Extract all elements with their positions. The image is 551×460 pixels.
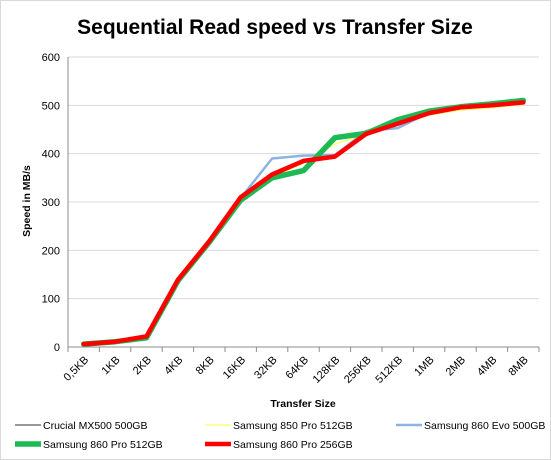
y-tick-label: 600	[42, 52, 60, 64]
series-line-3	[82, 101, 525, 345]
legend-label: Samsung 860 Pro 512GB	[43, 439, 163, 451]
y-tick-label: 0	[54, 342, 60, 354]
y-tick-label: 300	[42, 197, 60, 209]
gridlines	[68, 56, 539, 300]
chart-title: Sequential Read speed vs Transfer Size	[77, 16, 473, 39]
x-tick-label: 64KB	[284, 354, 312, 382]
x-tick-labels: 0,5KB 1KB 2KB 4KB 8KB 16KB 32KB 64KB 128KB 256KB 5…	[62, 354, 531, 386]
y-tick-labels: 0 100 200 300 400 500 600	[42, 52, 60, 354]
x-tick-label: 512KB	[373, 354, 405, 386]
x-tick-label: 32KB	[252, 354, 280, 382]
legend-label: Samsung 850 Pro 512GB	[233, 420, 353, 432]
y-axis-title: Speed in MB/s	[21, 165, 33, 237]
series-lines	[80, 97, 527, 347]
x-tick-label: 8KB	[194, 354, 217, 377]
x-tick-label: 8MB	[506, 354, 530, 378]
x-tick-label: 2KB	[131, 354, 154, 377]
axes	[67, 57, 540, 352]
x-tick-label: 0,5KB	[62, 354, 92, 384]
series-line-2	[83, 103, 524, 345]
x-tick-label: 2MB	[444, 354, 468, 378]
legend-label: Samsung 860 Evo 500GB	[424, 420, 545, 432]
legend-label: Crucial MX500 500GB	[43, 420, 147, 432]
x-tick-label: 4MB	[475, 354, 499, 378]
y-tick-label: 400	[42, 149, 60, 161]
y-tick-label: 500	[42, 100, 60, 112]
x-tick-label: 1MB	[412, 354, 436, 378]
x-tick-label: 256KB	[342, 354, 374, 386]
y-tick-label: 100	[42, 294, 60, 306]
x-axis-title: Transfer Size	[270, 398, 336, 410]
y-tick-label: 200	[42, 245, 60, 257]
series-line-1	[83, 100, 524, 345]
series-line-5	[81, 100, 526, 347]
series-line-4	[80, 97, 527, 347]
x-tick-label: 4KB	[162, 354, 185, 377]
legend: Crucial MX500 500GB Samsung 850 Pro 512GB…	[15, 420, 545, 451]
x-tick-label: 16KB	[221, 354, 249, 382]
x-tick-label: 128KB	[311, 354, 343, 386]
x-tick-label: 1KB	[99, 354, 122, 377]
legend-label: Samsung 860 Pro 256GB	[233, 439, 353, 451]
